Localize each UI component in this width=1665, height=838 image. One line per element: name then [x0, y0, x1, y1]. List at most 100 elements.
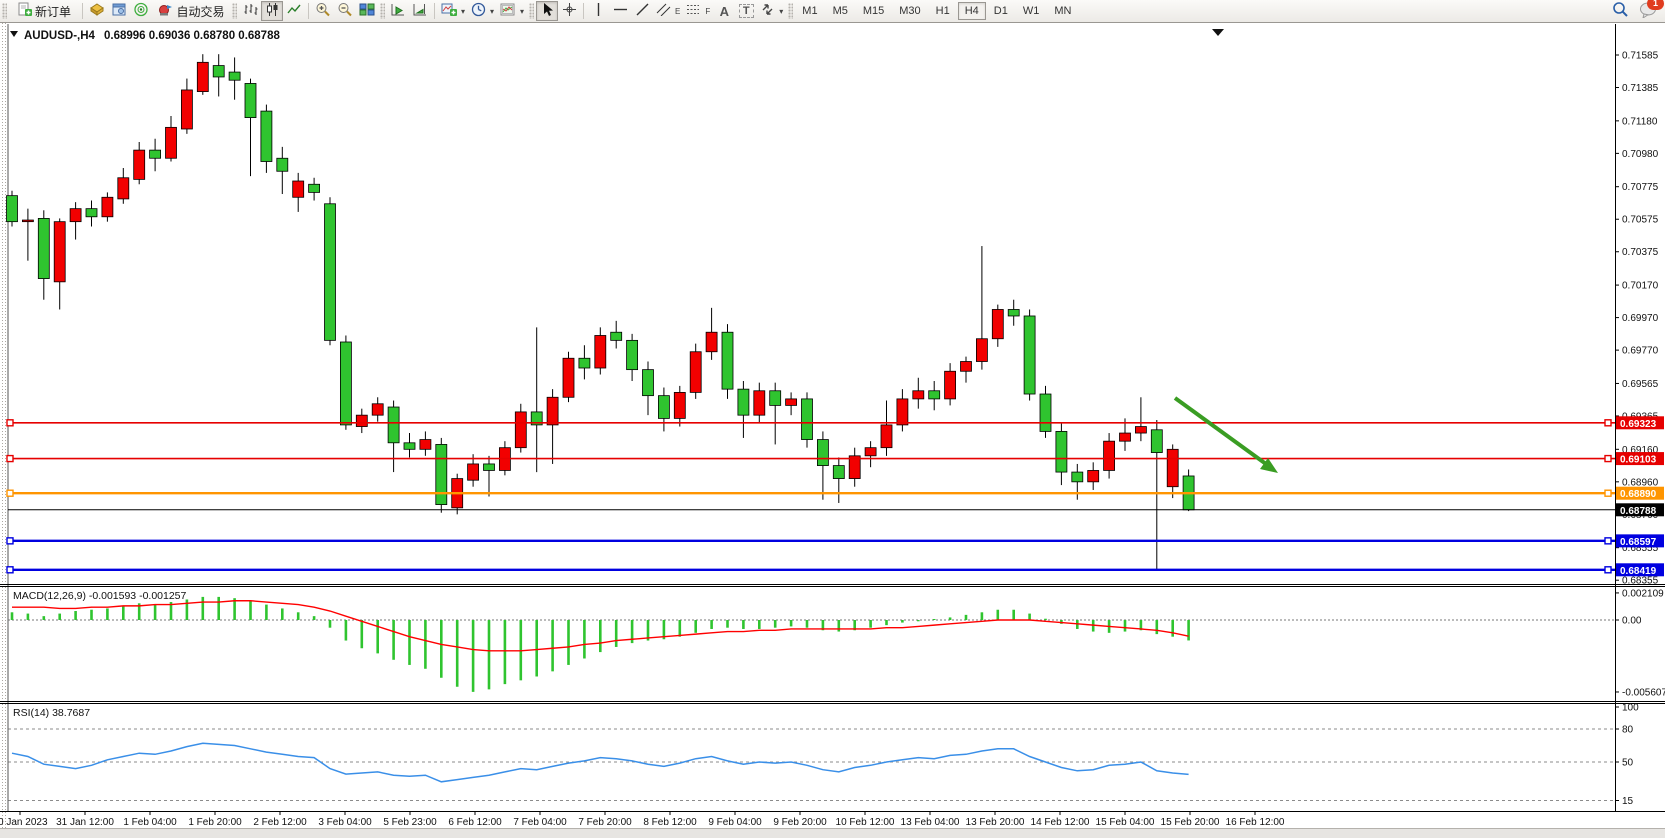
- timeframe-M15[interactable]: M15: [856, 2, 891, 20]
- navigator-button[interactable]: [108, 1, 130, 21]
- time-label: 16 Feb 12:00: [1226, 817, 1285, 828]
- text-icon: A: [719, 3, 729, 19]
- candle: [546, 389, 559, 464]
- equidistant-channel-button[interactable]: E: [653, 1, 683, 21]
- candle: [705, 307, 718, 360]
- arrow-shaft[interactable]: [1173, 396, 1268, 466]
- line-handle[interactable]: [1604, 454, 1612, 463]
- svg-text:15: 15: [1622, 796, 1634, 807]
- line-chart-button[interactable]: [283, 1, 305, 21]
- timeframe-H1[interactable]: H1: [929, 2, 957, 20]
- symbol-dropdown-icon[interactable]: [10, 31, 18, 37]
- add-indicator-button[interactable]: ▾: [438, 1, 468, 21]
- candle: [991, 304, 1004, 347]
- notifications-button[interactable]: 1: [1639, 0, 1664, 21]
- candle: [69, 202, 82, 240]
- line-handle[interactable]: [1604, 537, 1612, 545]
- tile-windows-icon: [359, 2, 375, 20]
- line-handle[interactable]: [6, 489, 14, 497]
- rsi-line: [11, 742, 1189, 783]
- dropdown-caret-icon: ▾: [490, 6, 495, 16]
- candle: [864, 441, 877, 468]
- templates-button[interactable]: ▾: [497, 1, 527, 21]
- zoom-out-button[interactable]: [334, 1, 356, 21]
- candle: [832, 457, 845, 503]
- candle: [1119, 418, 1131, 451]
- line-handle[interactable]: [1604, 489, 1612, 497]
- timeframe-H4[interactable]: H4: [957, 2, 986, 20]
- bar-chart-icon: [243, 2, 258, 20]
- toolbar-grip: [788, 3, 794, 19]
- arrow-head[interactable]: [1260, 458, 1278, 473]
- time-axis[interactable]: 30 Jan 2023 31 Jan 12:00 1 Feb 04:00 1 Feb …: [0, 811, 1285, 828]
- line-handle[interactable]: [6, 537, 14, 545]
- text-label-icon: T: [738, 4, 754, 18]
- candle: [642, 361, 654, 416]
- time-label: 1 Feb 20:00: [188, 817, 242, 828]
- time-label: 31 Jan 12:00: [56, 817, 114, 828]
- line-handle[interactable]: [6, 566, 14, 574]
- candle: [626, 333, 638, 382]
- bar-chart-button[interactable]: [239, 1, 261, 21]
- crosshair-icon: [562, 2, 577, 20]
- cursor-button[interactable]: [536, 1, 559, 21]
- candle: [260, 104, 273, 173]
- new-order-button[interactable]: 新订单: [9, 1, 79, 21]
- fibonacci-button[interactable]: F: [683, 1, 713, 21]
- timeframe-M1[interactable]: M1: [795, 2, 824, 20]
- tile-windows-button[interactable]: [356, 1, 378, 21]
- svg-text:0.70375: 0.70375: [1622, 247, 1659, 258]
- candle: [960, 356, 972, 383]
- market-watch-button[interactable]: [86, 1, 108, 21]
- zoom-in-button[interactable]: [312, 1, 334, 21]
- price-tag-0.68597: 0.68597: [1616, 534, 1664, 548]
- svg-text:80: 80: [1622, 725, 1634, 736]
- crosshair-button[interactable]: [558, 1, 580, 21]
- candle: [944, 363, 956, 406]
- chart-shift-marker[interactable]: [1212, 29, 1224, 36]
- auto-scroll-button[interactable]: [387, 1, 409, 21]
- line-handle[interactable]: [1604, 566, 1612, 574]
- chart-window: 0.71585 0.71385 0.71180 0.70980 0.70775 0.705…: [0, 22, 1665, 838]
- trend-arrow-object[interactable]: [1173, 396, 1278, 473]
- svg-text:0.69970: 0.69970: [1622, 313, 1659, 324]
- search-icon[interactable]: [1612, 1, 1629, 21]
- line-handle[interactable]: [1604, 419, 1612, 427]
- candle: [658, 387, 670, 432]
- chart-shift-button[interactable]: [409, 1, 431, 21]
- price-axis[interactable]: 0.71585 0.71385 0.71180 0.70980 0.70775 0.705…: [1615, 24, 1665, 811]
- candle: [753, 382, 766, 424]
- text-button[interactable]: A: [713, 1, 735, 21]
- timeframe-W1[interactable]: W1: [1016, 2, 1047, 20]
- timeframe-MN[interactable]: MN: [1047, 2, 1078, 20]
- candlestick-chart-button[interactable]: [261, 1, 283, 21]
- signals-button[interactable]: [130, 1, 152, 21]
- candle: [1007, 299, 1020, 326]
- line-handle[interactable]: [6, 419, 14, 427]
- timeframe-D1[interactable]: D1: [987, 2, 1015, 20]
- svg-text:0.69103: 0.69103: [1620, 455, 1657, 466]
- svg-text:0.69565: 0.69565: [1622, 379, 1659, 390]
- trendline-button[interactable]: [631, 1, 653, 21]
- line-handle[interactable]: [6, 454, 14, 463]
- time-label: 7 Feb 20:00: [578, 817, 632, 828]
- time-label: 3 Feb 04:00: [318, 817, 372, 828]
- vertical-line-button[interactable]: [587, 1, 609, 21]
- dropdown-caret-icon: ▾: [779, 6, 784, 16]
- horizontal-level-lines[interactable]: [6, 419, 1615, 574]
- candle: [53, 218, 66, 310]
- text-label-button[interactable]: T: [735, 1, 757, 21]
- svg-text:0.69770: 0.69770: [1622, 346, 1659, 357]
- channel-icon: [656, 3, 671, 19]
- candle: [101, 192, 114, 222]
- autotrading-button[interactable]: 自动交易: [152, 1, 230, 21]
- candle: [785, 392, 797, 416]
- separator: [308, 3, 309, 19]
- period-button[interactable]: ▾: [468, 1, 497, 21]
- candle: [1150, 420, 1163, 570]
- timeframe-M30[interactable]: M30: [892, 2, 927, 20]
- arrows-button[interactable]: ▾: [757, 1, 786, 21]
- time-label: 30 Jan 2023: [0, 817, 48, 828]
- horizontal-line-button[interactable]: [609, 1, 631, 21]
- timeframe-M5[interactable]: M5: [826, 2, 855, 20]
